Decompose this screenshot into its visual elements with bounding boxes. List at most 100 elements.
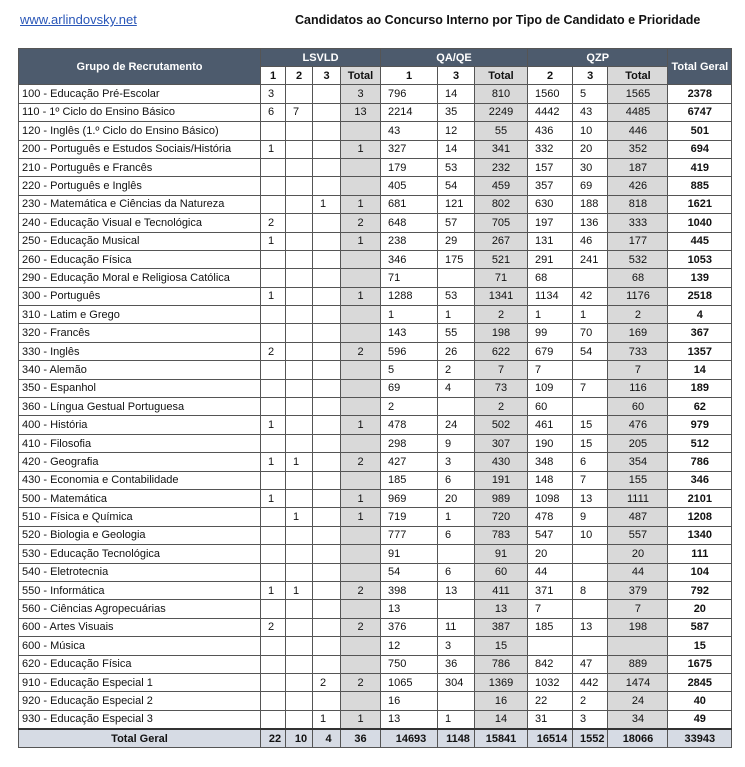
header-row: Grupo de Recrutamento LSVLD QA/QE QZP Total …: [18, 47, 733, 86]
data-row: 410 - Filosofia 298 9 307 190 15 205 512: [18, 433, 733, 454]
value-cell: 54: [437, 176, 475, 196]
value-cell: 3: [437, 452, 475, 472]
value-cell: 9: [437, 433, 475, 454]
value-cell: 2249: [474, 102, 528, 123]
value-cell: 185: [527, 617, 573, 638]
value-cell: [312, 323, 341, 343]
value-cell: 2: [340, 452, 381, 472]
value-cell: [312, 488, 341, 509]
grand-total-cell: 6747: [667, 102, 733, 123]
value-cell: 7: [607, 360, 669, 380]
value-cell: 348: [527, 452, 573, 472]
value-cell: [260, 691, 286, 711]
row-label: 920 - Educação Especial 2: [18, 691, 261, 711]
grand-total-cell: 694: [667, 139, 733, 159]
value-cell: 68: [607, 268, 669, 288]
value-cell: [260, 249, 286, 270]
value-cell: 802: [474, 194, 528, 215]
value-cell: [340, 525, 381, 546]
value-cell: 60: [527, 397, 573, 417]
row-label: Total Geral: [18, 728, 261, 749]
data-row: 200 - Português e Estudos Sociais/Histór…: [18, 139, 733, 159]
value-cell: 1111: [607, 488, 669, 509]
value-cell: 267: [474, 231, 528, 251]
grand-total-cell: 1208: [667, 507, 733, 527]
data-row: 310 - Latim e Grego 1 1 2 1 1 2 4: [18, 305, 733, 325]
group-label: QA/QE: [380, 47, 528, 68]
value-cell: [285, 617, 313, 638]
value-cell: 1: [260, 580, 286, 601]
value-cell: 4485: [607, 102, 669, 123]
value-cell: [312, 102, 341, 123]
group-header: Grupo de Recrutamento: [18, 47, 261, 86]
value-cell: [340, 176, 381, 196]
value-cell: 502: [474, 415, 528, 435]
grand-total-cell: 4: [667, 305, 733, 325]
row-label: 290 - Educação Moral e Religiosa Católic…: [18, 268, 261, 288]
value-cell: [260, 672, 286, 693]
value-cell: 291: [527, 249, 573, 270]
value-cell: [340, 378, 381, 399]
value-cell: [260, 194, 286, 215]
row-label: 430 - Economia e Contabilidade: [18, 470, 261, 490]
value-cell: 1: [260, 452, 286, 472]
group-label: LSVLD: [260, 47, 381, 68]
value-cell: [571, 544, 609, 564]
value-cell: 547: [527, 525, 573, 546]
value-cell: 44: [527, 562, 573, 582]
value-cell: [340, 397, 381, 417]
value-cell: 1: [437, 305, 475, 325]
value-cell: 354: [607, 452, 669, 472]
value-cell: 60: [607, 397, 669, 417]
value-cell: 188: [571, 194, 609, 215]
value-cell: 11: [437, 617, 475, 638]
value-cell: 31: [527, 709, 573, 730]
value-cell: 20: [527, 544, 573, 564]
grand-total-cell: 1053: [667, 249, 733, 270]
row-label: 540 - Eletrotecnia: [18, 562, 261, 582]
value-cell: [312, 617, 341, 638]
row-label: 360 - Língua Gestual Portuguesa: [18, 397, 261, 417]
data-row: 430 - Economia e Contabilidade 185 6 191 148…: [18, 470, 733, 490]
row-label: 420 - Geografia: [18, 452, 261, 472]
value-cell: 18066: [607, 728, 669, 749]
data-row: 260 - Educação Física 346 175 521 291 241 532 1…: [18, 249, 733, 270]
value-cell: 34: [607, 709, 669, 730]
value-cell: [312, 507, 341, 527]
value-cell: [571, 268, 609, 288]
value-cell: [260, 360, 286, 380]
value-cell: [260, 121, 286, 141]
value-cell: 777: [380, 525, 438, 546]
value-cell: [260, 544, 286, 564]
value-cell: 2: [312, 672, 341, 693]
data-row: 350 - Espanhol 69 4 73 109 7 116 189: [18, 378, 733, 399]
value-cell: 55: [474, 121, 528, 141]
value-cell: [312, 157, 341, 178]
value-cell: 459: [474, 176, 528, 196]
row-label: 310 - Latim e Grego: [18, 305, 261, 325]
value-cell: 9: [571, 507, 609, 527]
value-cell: 1: [340, 488, 381, 509]
value-cell: 3: [340, 84, 381, 104]
row-label: 530 - Educação Tecnológica: [18, 544, 261, 564]
grand-total-cell: 2101: [667, 488, 733, 509]
value-cell: 54: [571, 341, 609, 362]
row-label: 240 - Educação Visual e Tecnológica: [18, 213, 261, 233]
site-link[interactable]: www.arlindovsky.net: [20, 12, 137, 27]
value-cell: 4: [312, 728, 341, 749]
value-cell: 16: [474, 691, 528, 711]
row-label: 110 - 1º Ciclo do Ensino Básico: [18, 102, 261, 123]
value-cell: 398: [380, 580, 438, 601]
value-cell: 630: [527, 194, 573, 215]
value-cell: [340, 691, 381, 711]
value-cell: [312, 249, 341, 270]
value-cell: 2: [260, 341, 286, 362]
value-cell: [340, 470, 381, 490]
value-cell: 1: [340, 194, 381, 215]
value-cell: 5: [380, 360, 438, 380]
value-cell: 13: [340, 102, 381, 123]
grand-total-cell: 792: [667, 580, 733, 601]
value-cell: 2: [340, 341, 381, 362]
value-cell: 7: [527, 360, 573, 380]
value-cell: [260, 323, 286, 343]
